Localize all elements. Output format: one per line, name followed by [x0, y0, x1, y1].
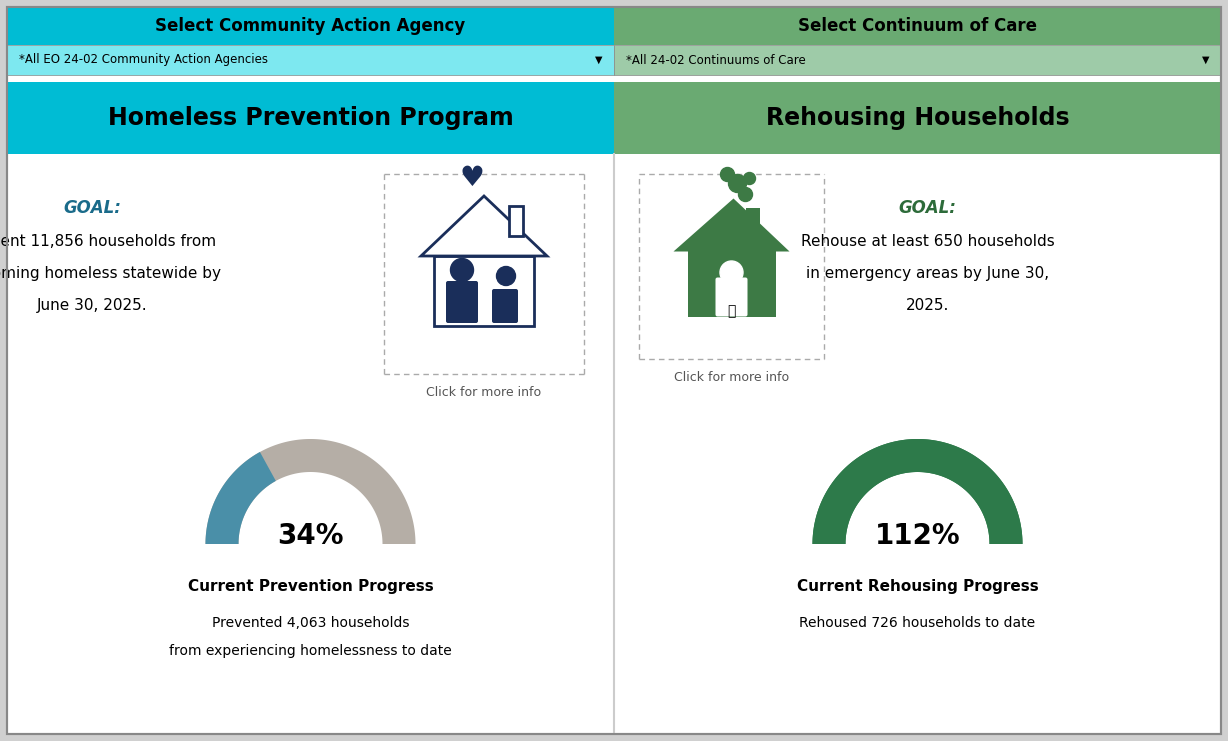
Text: 2025.: 2025. — [906, 298, 949, 313]
Circle shape — [496, 267, 516, 285]
Text: 🌱: 🌱 — [727, 305, 736, 319]
Bar — [688, 251, 776, 316]
FancyBboxPatch shape — [716, 277, 748, 316]
Bar — [508, 206, 523, 236]
Bar — [433, 256, 534, 326]
Text: Select Community Action Agency: Select Community Action Agency — [156, 17, 465, 35]
Text: *All EO 24-02 Community Action Agencies: *All EO 24-02 Community Action Agencies — [18, 53, 268, 67]
Circle shape — [720, 261, 743, 284]
Text: GOAL:: GOAL: — [899, 199, 957, 217]
Text: ♥: ♥ — [459, 164, 484, 192]
Polygon shape — [205, 439, 415, 544]
Polygon shape — [673, 199, 790, 251]
FancyBboxPatch shape — [492, 289, 518, 323]
Circle shape — [738, 187, 753, 202]
Bar — [7, 45, 614, 75]
Text: Rehouse at least 650 households: Rehouse at least 650 households — [801, 234, 1055, 249]
Text: Current Rehousing Progress: Current Rehousing Progress — [797, 579, 1039, 594]
Text: GOAL:: GOAL: — [63, 199, 120, 217]
Text: Select Continuum of Care: Select Continuum of Care — [798, 17, 1036, 35]
Polygon shape — [205, 452, 276, 544]
Text: 34%: 34% — [278, 522, 344, 550]
Text: Prevent 11,856 households from: Prevent 11,856 households from — [0, 234, 216, 249]
Text: Rehousing Households: Rehousing Households — [766, 106, 1070, 130]
Bar — [614, 7, 1221, 45]
Circle shape — [743, 173, 755, 185]
Circle shape — [721, 167, 734, 182]
Text: Click for more info: Click for more info — [674, 371, 790, 384]
Bar — [7, 7, 614, 45]
Bar — [614, 82, 1221, 154]
Circle shape — [451, 259, 474, 282]
Text: becoming homeless statewide by: becoming homeless statewide by — [0, 266, 221, 281]
Text: ▼: ▼ — [1202, 55, 1210, 65]
Bar — [745, 208, 759, 239]
Text: Prevented 4,063 households: Prevented 4,063 households — [211, 616, 409, 630]
Polygon shape — [421, 196, 546, 256]
Text: Click for more info: Click for more info — [426, 386, 542, 399]
Polygon shape — [813, 439, 1023, 544]
Text: Homeless Prevention Program: Homeless Prevention Program — [108, 106, 513, 130]
Text: 112%: 112% — [874, 522, 960, 550]
Text: in emergency areas by June 30,: in emergency areas by June 30, — [806, 266, 1049, 281]
FancyBboxPatch shape — [446, 281, 478, 323]
Text: *All 24-02 Continuums of Care: *All 24-02 Continuums of Care — [626, 53, 806, 67]
Bar — [614, 45, 1221, 75]
Text: ▼: ▼ — [596, 55, 603, 65]
Text: Current Prevention Progress: Current Prevention Progress — [188, 579, 433, 594]
Text: Rehoused 726 households to date: Rehoused 726 households to date — [799, 616, 1035, 630]
Bar — [7, 82, 614, 154]
Polygon shape — [813, 439, 1023, 544]
Circle shape — [728, 174, 747, 193]
Text: June 30, 2025.: June 30, 2025. — [37, 298, 147, 313]
Text: from experiencing homelessness to date: from experiencing homelessness to date — [169, 644, 452, 658]
